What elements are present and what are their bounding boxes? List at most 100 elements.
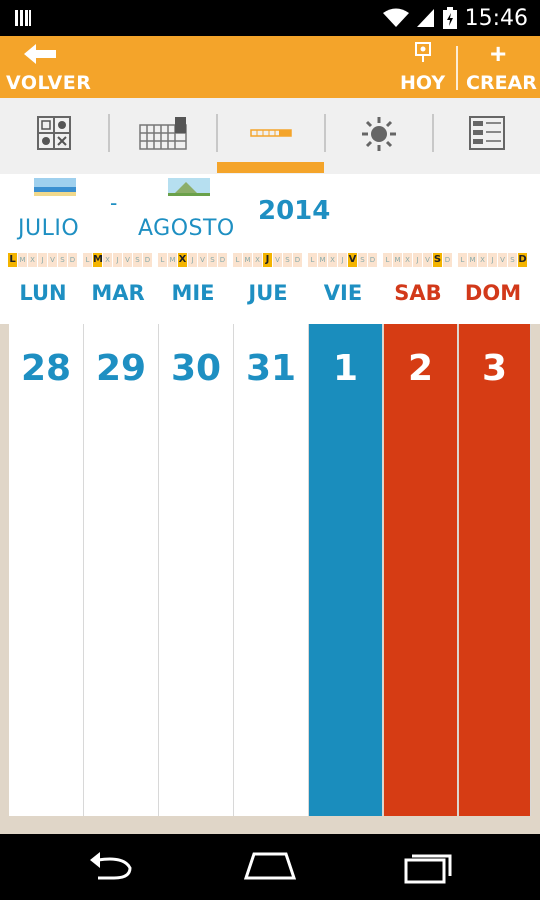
day-column[interactable]: 2 [384,324,458,816]
arrow-left-icon [24,44,56,64]
mini-day-letter: S [433,253,443,267]
tab-month[interactable] [109,98,217,174]
summer-beach-icon [34,178,76,196]
day-column[interactable]: 1 [309,324,383,816]
day-number: 31 [245,348,297,389]
day-column[interactable]: 30 [159,324,234,816]
weekday-name: MAR [91,281,145,305]
day-number: 29 [95,348,147,389]
tab-separator [432,114,434,152]
mini-day-letter: S [358,253,368,267]
day-column[interactable]: 28 [9,324,84,816]
mini-day-letter: L [308,253,318,267]
tab-separator [108,114,110,152]
mini-day-letter: X [28,253,38,267]
mini-day-letter: D [443,253,453,267]
system-back-button[interactable] [84,848,144,886]
signal-icon [416,9,434,27]
mini-day-letter: J [488,253,498,267]
weekday-header-mie: L M X J V S D MIE [155,249,231,319]
back-button[interactable]: VOLVER [0,36,110,98]
weekday-name: LUN [19,281,67,305]
create-button[interactable]: + CREAR [460,36,540,98]
mini-day-letter: X [103,253,113,267]
plus-icon: + [490,38,507,69]
list-icon [469,116,505,150]
status-bar: 15:46 [0,0,540,36]
mini-day-letter: L [83,253,93,267]
tab-separator [216,114,218,152]
sun-icon [362,117,396,151]
weekday-header-sab: L M X J V S D SAB [380,249,456,319]
view-tabs [0,98,540,174]
summer-mountain-icon [168,178,210,196]
weekday-header-dom: L M X J V S D DOM [455,249,531,319]
mini-day-letter: V [273,253,283,267]
mini-day-letter: V [198,253,208,267]
tab-separator [324,114,326,152]
day-column[interactable]: 29 [84,324,159,816]
day-column[interactable]: 3 [459,324,531,816]
tab-list[interactable] [433,98,540,174]
mini-day-letter: M [393,253,403,267]
mini-day-letter: L [158,253,168,267]
mini-day-letter: D [368,253,378,267]
mini-day-letter: J [38,253,48,267]
mini-day-letter: D [293,253,303,267]
tab-week[interactable] [217,98,325,174]
mini-day-letter: M [318,253,328,267]
mini-day-letter: L [383,253,393,267]
mini-day-letter: S [133,253,143,267]
mini-day-letter: V [423,253,433,267]
back-nav-icon [90,852,132,880]
mini-day-letter: X [328,253,338,267]
mini-day-letter: M [243,253,253,267]
create-label: CREAR [466,72,537,94]
mini-day-letter: V [123,253,133,267]
tab-day[interactable] [325,98,433,174]
weekday-name: VIE [323,281,363,305]
mini-day-letter: D [218,253,228,267]
mini-day-letter: J [338,253,348,267]
day-number: 1 [332,348,359,389]
tab-activities[interactable] [0,98,108,174]
day-number: 3 [481,348,508,389]
system-nav-bar [0,834,540,900]
mini-day-letter: D [143,253,153,267]
mini-day-letter: V [348,253,358,267]
today-pin-icon [415,42,431,62]
week-strip-icon [250,129,292,137]
activities-grid-icon [37,116,71,150]
month-separator: - [110,190,118,215]
mini-day-letter: M [93,253,103,267]
mini-day-letter: L [458,253,468,267]
mini-day-letter: M [168,253,178,267]
wifi-icon [382,8,409,27]
notification-icon [15,10,31,26]
home-nav-icon [243,852,297,880]
today-label: HOY [400,72,446,94]
mini-day-letter: J [113,253,123,267]
month-grid-icon [139,117,187,150]
today-button[interactable]: HOY [392,36,454,98]
mini-day-letter: L [233,253,243,267]
mini-day-letter: M [18,253,28,267]
mini-day-letter: J [188,253,198,267]
weekday-header-vie: L M X J V S D VIE [305,249,381,319]
week-header: JULIO - AGOSTO 2014 L M X J V S D LUN L M X J V S D MAR… [0,174,540,324]
selected-tab-indicator [217,162,324,173]
mini-day-letter: S [208,253,218,267]
system-home-button[interactable] [240,848,300,886]
weekday-name: DOM [464,281,522,305]
mini-day-letter: J [413,253,423,267]
mini-day-letter: S [283,253,293,267]
day-number: 28 [20,348,72,389]
day-column[interactable]: 31 [234,324,309,816]
month-end: AGOSTO [138,216,235,241]
mini-day-letter: D [68,253,78,267]
system-recents-button[interactable] [400,848,460,886]
mini-day-letter: X [478,253,488,267]
